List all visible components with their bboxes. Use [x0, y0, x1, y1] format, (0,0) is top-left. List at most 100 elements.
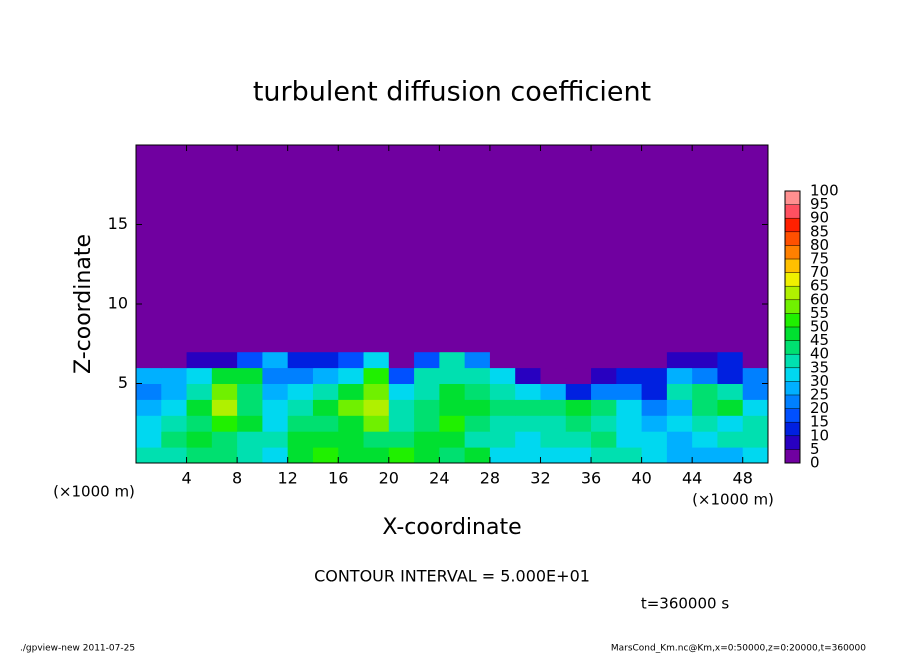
heat-cell [388, 367, 415, 384]
heat-cell [565, 367, 592, 384]
colorbar-label: 65 [810, 277, 829, 295]
heat-cell [742, 415, 769, 432]
heat-cell [211, 383, 238, 400]
colorbar-label: 35 [810, 358, 829, 376]
heat-cell [540, 399, 567, 416]
heat-cell [464, 145, 491, 353]
colorbar-label: 85 [810, 222, 829, 240]
heat-cell [439, 383, 466, 400]
heat-cell [692, 367, 718, 384]
heat-cell [515, 415, 541, 432]
colorbar-swatch [785, 367, 800, 382]
heat-cell [641, 431, 668, 448]
x-tick-label: 4 [181, 469, 191, 488]
heat-cell [186, 145, 213, 353]
heat-cell [717, 351, 744, 369]
heat-cell [338, 351, 365, 369]
x-tick-label: 28 [480, 469, 500, 488]
heat-cell [338, 431, 365, 448]
heat-cell [237, 415, 263, 432]
heat-cell [237, 431, 263, 448]
heat-cell [439, 447, 466, 464]
heat-cell [161, 351, 188, 369]
heat-cell [515, 383, 541, 400]
heat-cell [439, 415, 466, 432]
heat-cell [439, 399, 466, 416]
heat-cell [641, 351, 668, 369]
heat-cell [414, 431, 440, 448]
x-tick-label: 32 [530, 469, 550, 488]
heat-cell [161, 383, 188, 400]
heat-cell [388, 351, 415, 369]
colorbar-label: 95 [810, 195, 829, 213]
heat-cell [363, 145, 390, 353]
heat-cell [414, 415, 440, 432]
heat-cell [515, 399, 541, 416]
heat-cell [439, 431, 466, 448]
heat-cell [717, 145, 744, 353]
heat-cell [489, 399, 516, 416]
heat-cell [136, 383, 162, 400]
heat-cell [515, 367, 541, 384]
colorbar-label: 0 [810, 454, 820, 472]
heat-cell [464, 383, 491, 400]
y-tick-label: 15 [108, 214, 128, 233]
heat-cell [616, 447, 643, 464]
heat-cell [489, 415, 516, 432]
colorbar-label: 75 [810, 250, 829, 268]
x-unit: (×1000 m) [692, 491, 774, 509]
heat-cell [666, 351, 693, 369]
heat-cell [489, 447, 516, 464]
heat-cell [717, 431, 744, 448]
heat-cell [666, 399, 693, 416]
heat-cell [363, 415, 390, 432]
colorbar-swatch [785, 381, 800, 396]
heat-cell [540, 351, 567, 369]
heat-cell [186, 415, 213, 432]
heat-cell [666, 367, 693, 384]
heat-cell [591, 351, 617, 369]
heat-cell [388, 145, 415, 353]
heat-cell [717, 415, 744, 432]
heat-cell [414, 145, 440, 353]
heat-cell [616, 431, 643, 448]
heat-cell [565, 415, 592, 432]
heat-cell [186, 367, 213, 384]
heat-cell [237, 399, 263, 416]
heat-cell [464, 399, 491, 416]
heat-cell [186, 399, 213, 416]
heat-cell [287, 415, 314, 432]
heat-cell [414, 367, 440, 384]
heat-cell [641, 447, 668, 464]
colorbar-swatch [785, 231, 800, 246]
heat-cell [363, 383, 390, 400]
heat-cell [742, 145, 769, 353]
heat-cell [161, 399, 188, 416]
heat-cell [287, 447, 314, 464]
colorbar-label: 55 [810, 304, 829, 322]
heat-cell [692, 145, 718, 353]
heat-cell [666, 447, 693, 464]
heat-cell [338, 145, 365, 353]
heat-cell [742, 399, 769, 416]
heat-cell [312, 367, 339, 384]
heat-cell [591, 145, 617, 353]
heat-cell [312, 431, 339, 448]
heat-cell [565, 351, 592, 369]
heat-cell [742, 351, 769, 369]
heat-cell [287, 431, 314, 448]
y-axis-label: Z-coordinate [71, 234, 96, 374]
heat-cell [287, 145, 314, 353]
x-axis-label: X-coordinate [382, 515, 521, 540]
heat-cell [641, 415, 668, 432]
colorbar-label: 50 [810, 318, 829, 336]
time-label: t=360000 s [641, 595, 729, 613]
heat-cell [464, 351, 491, 369]
heat-cell [692, 351, 718, 369]
heat-cell [287, 399, 314, 416]
heat-cell [439, 145, 466, 353]
heat-cell [186, 383, 213, 400]
heat-cell [692, 383, 718, 400]
y-tick-label: 10 [108, 294, 128, 313]
